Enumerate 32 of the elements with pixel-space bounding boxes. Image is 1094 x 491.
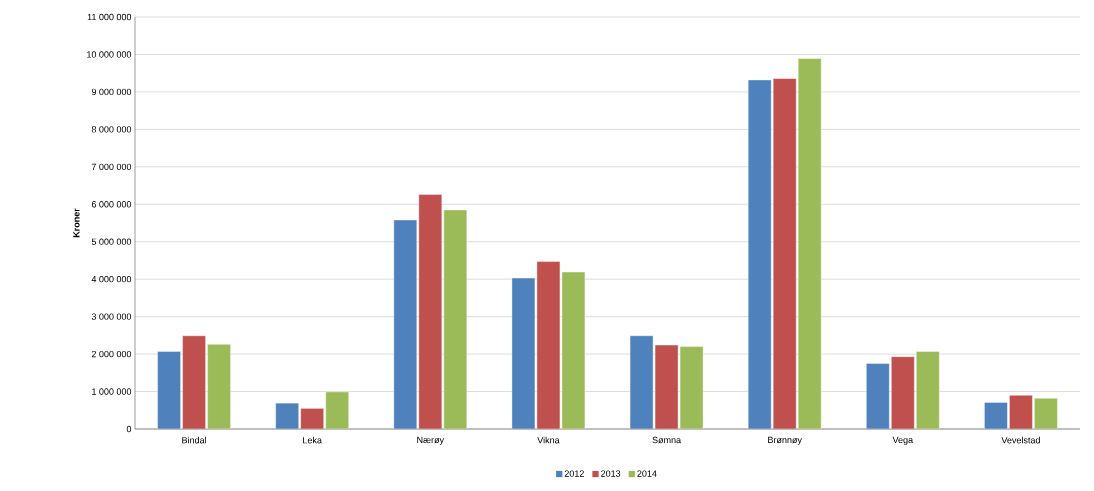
y-tick-label: 5 000 000 <box>91 238 132 245</box>
x-tick-label: Sømna <box>652 436 682 444</box>
bar <box>772 78 797 429</box>
x-tick-label: Vega <box>892 436 914 445</box>
y-tick-label: 8 000 000 <box>91 126 132 133</box>
y-tick-label: 3 000 000 <box>91 313 132 320</box>
legend-label: 2012 <box>564 470 584 477</box>
y-tick-label: 10 000 000 <box>87 51 132 58</box>
bar <box>182 335 206 429</box>
bar <box>418 194 443 429</box>
y-tick-label: 0 <box>126 425 132 433</box>
y-tick-label: 1 000 000 <box>92 388 132 395</box>
bar <box>984 402 1008 429</box>
y-tick-label: 7 000 000 <box>91 163 132 171</box>
y-axis-title: Kroner <box>73 208 80 238</box>
y-tick-label: 2 000 000 <box>91 350 132 358</box>
x-tick-label: Nærøy <box>417 436 445 445</box>
legend-label: 2014 <box>637 470 657 477</box>
y-tick-label: 6 000 000 <box>91 201 132 208</box>
bar <box>891 356 915 429</box>
legend-label: 2013 <box>601 470 621 477</box>
x-tick-label: Vikna <box>537 436 560 444</box>
bar <box>1009 395 1033 429</box>
x-tick-label: Vevelstad <box>1001 436 1040 444</box>
x-tick-label: Bindal <box>182 436 206 444</box>
x-tick-label: Leka <box>303 436 322 444</box>
bar <box>1034 398 1058 429</box>
x-tick-label: Brønnøy <box>768 436 802 445</box>
y-tick-label: 11 000 000 <box>87 13 132 21</box>
y-tick-label: 4 000 000 <box>91 275 132 283</box>
bar <box>536 261 561 429</box>
y-tick-label: 9 000 000 <box>91 88 132 96</box>
